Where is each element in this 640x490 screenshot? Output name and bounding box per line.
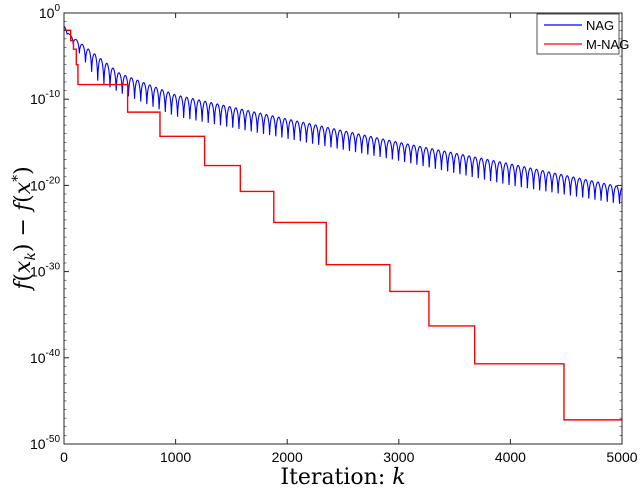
ticks: 0 1000 2000 3000 4000 500010010-1010-2010-301… [30, 3, 638, 465]
y-tick-exponent: 0 [54, 3, 60, 14]
y-tick-exponent: -10 [46, 89, 61, 100]
legend-label-nag: NAG [586, 18, 614, 33]
series-mnag-line [64, 29, 622, 421]
y-tick-exponent: -40 [46, 348, 61, 359]
y-tick-label: 10-50 [30, 434, 60, 452]
x-tick-label: 4000 [495, 449, 526, 465]
y-axis-title: f(xk) − f(x*) [10, 166, 39, 291]
y-tick-base: 10 [30, 91, 46, 107]
plot-frame [63, 12, 623, 445]
legend-label-mnag: M-NAG [586, 37, 629, 52]
y-tick-exponent: -50 [46, 434, 61, 445]
x-tick-label: 2000 [272, 449, 303, 465]
data-layer [63, 25, 623, 421]
y-tick-base: 10 [30, 177, 46, 193]
y-tick-label: 100 [39, 3, 61, 21]
x-axis-title: Iteration: k [280, 465, 405, 490]
y-tick-label: 10-30 [30, 262, 60, 280]
legend-box [536, 13, 620, 55]
y-tick-label: 10-10 [30, 89, 60, 107]
legend: NAG M-NAG [536, 13, 629, 55]
y-tick-exponent: -30 [46, 262, 61, 273]
y-tick-base: 10 [30, 350, 46, 366]
x-tick-label: 3000 [383, 449, 414, 465]
y-tick-exponent: -20 [46, 175, 61, 186]
y-tick-label: 10-40 [30, 348, 60, 366]
y-tick-base: 10 [39, 5, 55, 21]
x-tick-label: 0 [60, 449, 68, 465]
y-tick-base: 10 [30, 436, 46, 452]
y-tick-label: 10-20 [30, 175, 60, 193]
series-nag-line [63, 25, 623, 204]
x-tick-label: 5000 [606, 449, 637, 465]
y-tick-base: 10 [30, 264, 46, 280]
plot-area [64, 13, 622, 444]
x-tick-label: 1000 [160, 449, 191, 465]
